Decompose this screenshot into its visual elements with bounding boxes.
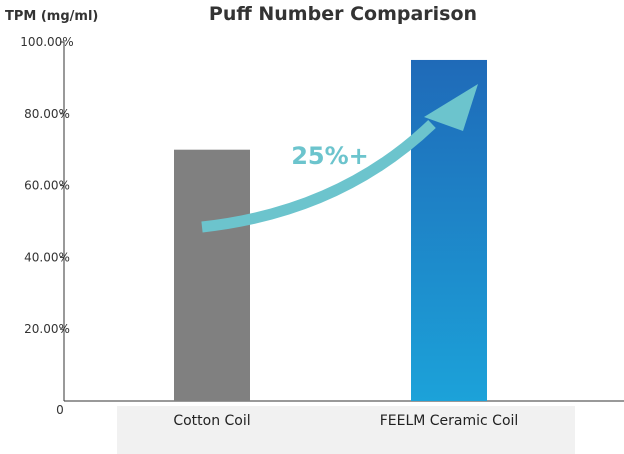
growth-arrow-shaft: [201, 120, 436, 233]
category-label: FEELM Ceramic Coil: [380, 413, 519, 429]
growth-arrow-head: [424, 84, 478, 131]
y-tick-label: 100.00%: [20, 35, 73, 49]
category-label-band: [117, 406, 575, 454]
y-tick-label: 60.00%: [24, 179, 70, 193]
increase-annotation: 25%+: [291, 142, 369, 170]
bar-cotton-coil: [174, 149, 250, 401]
chart-title: Puff Number Comparison: [209, 3, 477, 25]
y-tick-label: 20.00%: [24, 322, 70, 336]
y-axis-label: TPM (mg/ml): [5, 9, 98, 24]
y-tick-label: 80.00%: [24, 107, 70, 121]
origin-label: 0: [56, 403, 64, 417]
category-label: Cotton Coil: [173, 413, 250, 429]
y-tick-label: 40.00%: [24, 250, 70, 264]
